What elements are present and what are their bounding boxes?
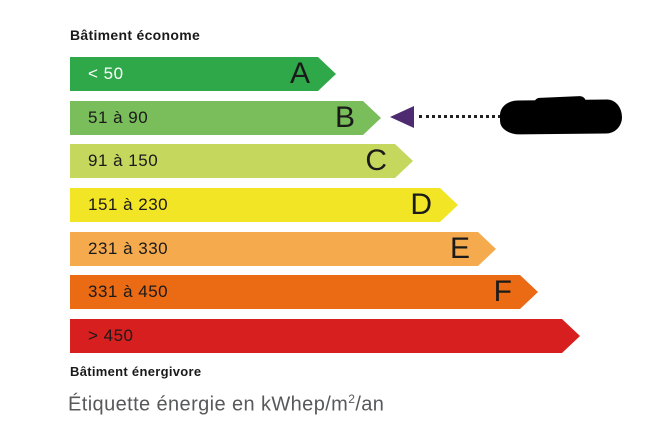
bar-arrow-tip [395, 144, 413, 179]
energy-bar-b: 51 à 90 B [70, 100, 363, 135]
chart-caption: Étiquette énergie en kWhep/m2/an [68, 392, 384, 417]
energy-bar-row-g: > 450 [70, 319, 580, 354]
selected-class-pointer-icon [390, 106, 414, 128]
energy-class-letter: B [334, 100, 355, 134]
energy-class-bars: < 50 A 51 à 90 B 91 à 150 C 151 à 230 D [70, 57, 580, 354]
energy-bar-g: > 450 [70, 319, 562, 354]
energy-bar-row-e: 231 à 330 E [70, 231, 580, 266]
bar-arrow-tip [363, 100, 381, 135]
caption-prefix: Étiquette énergie en kWhep/m [68, 393, 349, 416]
dotted-leader-line [419, 115, 501, 118]
bar-arrow-tip [478, 231, 496, 266]
energy-bar-c: 91 à 150 C [70, 144, 395, 179]
bar-arrow-tip [318, 57, 336, 91]
bar-arrow-tip [562, 319, 580, 354]
energy-intensive-building-label: Bâtiment énergivore [70, 364, 202, 379]
economical-building-label: Bâtiment économe [70, 27, 201, 43]
energy-range-label: 231 à 330 [88, 238, 169, 258]
energy-bar-d: 151 à 230 D [70, 188, 440, 223]
energy-range-label: 151 à 230 [88, 195, 169, 215]
energy-range-label: < 50 [88, 64, 124, 83]
energy-class-letter: E [449, 231, 470, 265]
redacted-value-blob [499, 99, 623, 135]
energy-range-label: > 450 [88, 326, 134, 346]
energy-range-label: 331 à 450 [88, 282, 169, 302]
energy-bar-row-a: < 50 A [70, 57, 580, 91]
energy-range-label: 51 à 90 [88, 107, 149, 127]
energy-bar-row-c: 91 à 150 C [70, 144, 580, 179]
energy-bar-a: < 50 A [70, 57, 318, 91]
caption-suffix: /an [355, 393, 385, 416]
energy-bar-row-f: 331 à 450 F [70, 275, 580, 310]
energy-class-letter: F [493, 275, 512, 309]
energy-bar-f: 331 à 450 F [70, 275, 520, 310]
energy-class-letter: D [410, 188, 432, 222]
energy-bar-row-b: 51 à 90 B [70, 100, 580, 135]
energy-class-letter: C [365, 144, 387, 178]
energy-bar-row-d: 151 à 230 D [70, 188, 580, 223]
energy-class-letter: A [289, 57, 310, 90]
energy-range-label: 91 à 150 [88, 151, 159, 171]
caption-superscript: 2 [348, 392, 356, 406]
bar-arrow-tip [520, 275, 538, 310]
bar-arrow-tip [440, 188, 458, 223]
energy-bar-e: 231 à 330 E [70, 231, 478, 266]
